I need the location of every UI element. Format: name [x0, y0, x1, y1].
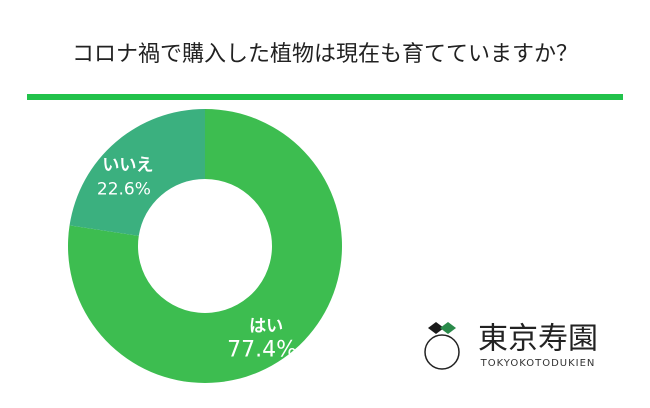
- slice-value: 77.4%: [227, 337, 297, 362]
- logo-subtitle: TOKYOKOTODUKIEN: [480, 358, 596, 369]
- chart-title: コロナ禍で購入した植物は現在も育てていますか？: [72, 42, 578, 67]
- slice-value: 22.6%: [97, 180, 151, 200]
- slice-label: はい: [249, 316, 283, 336]
- slice-label: いいえ: [102, 156, 153, 176]
- logo-leaf: [428, 322, 444, 334]
- title-underline: [27, 94, 623, 100]
- logo-circle: [424, 334, 460, 370]
- slice: [69, 109, 205, 236]
- slice: [68, 109, 342, 383]
- logo: 東京寿園 TOKYOKOTODUKIEN: [424, 322, 598, 370]
- logo-leaf: [440, 322, 456, 334]
- logo-name: 東京寿園: [478, 322, 598, 357]
